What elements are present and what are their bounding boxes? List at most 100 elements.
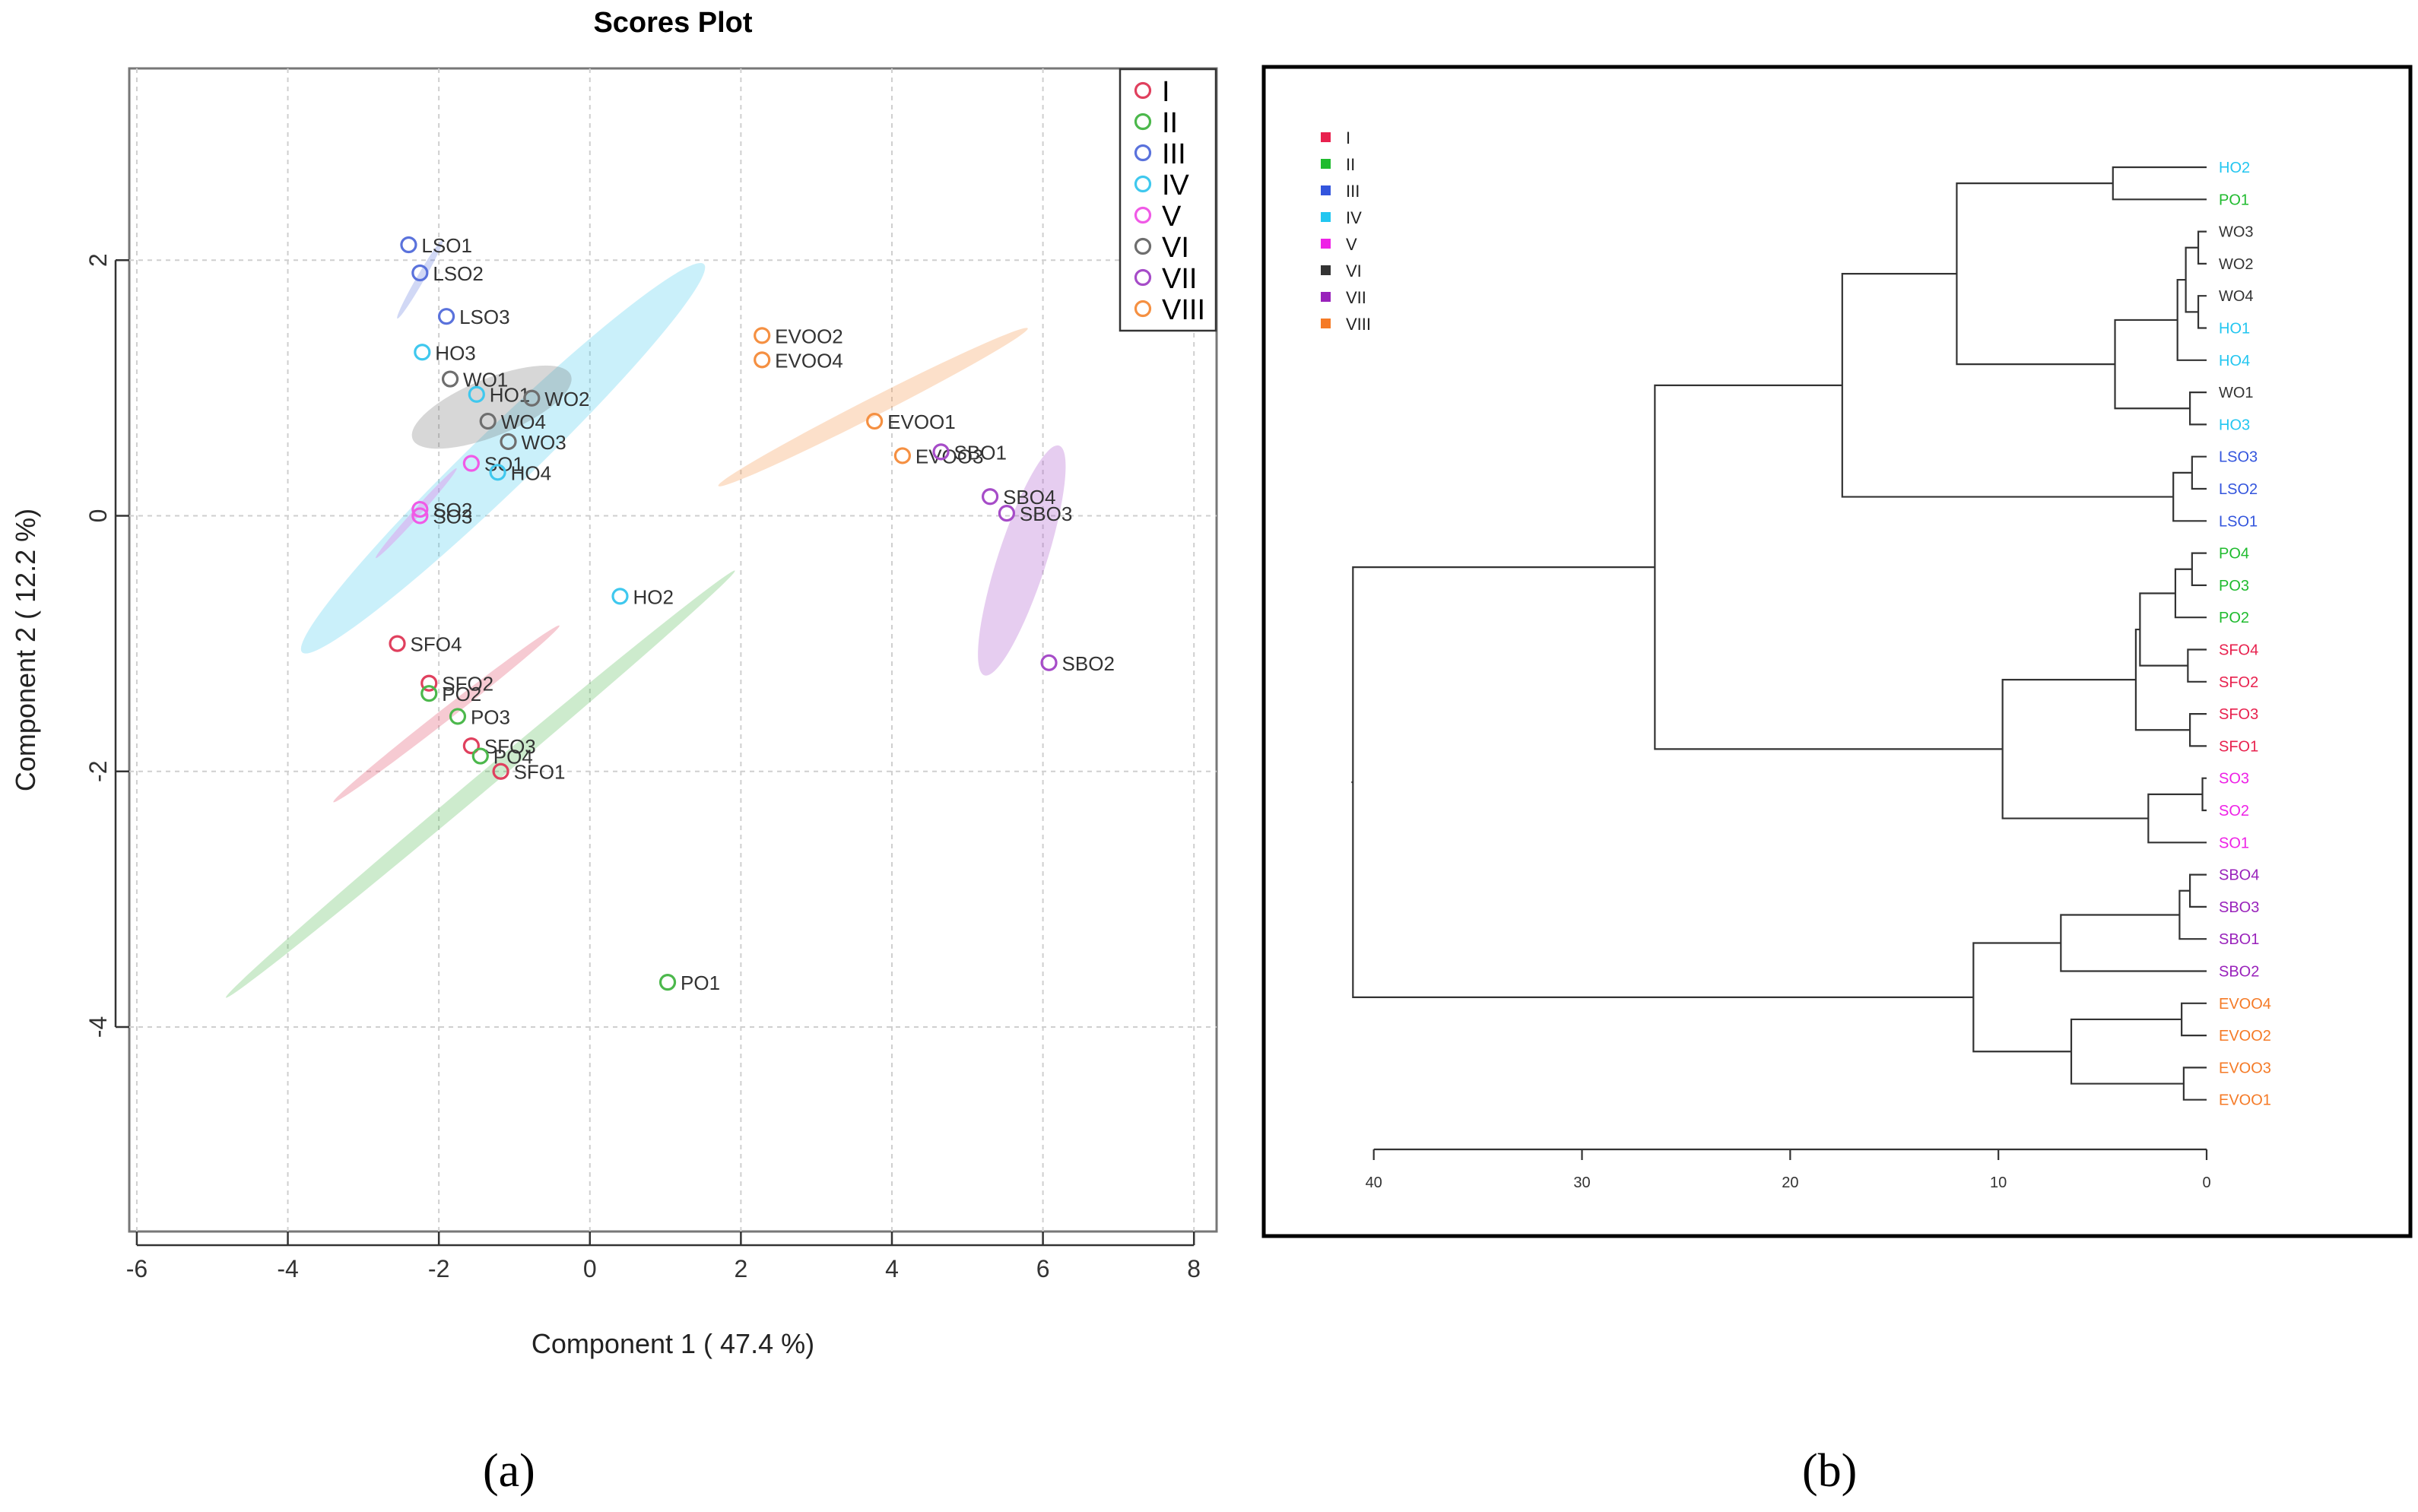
score-point-LSO1: LSO1 — [400, 234, 472, 257]
leaf-label-WO1: WO1 — [2219, 385, 2254, 401]
leaf-label-EVOO2: EVOO2 — [2219, 1028, 2271, 1044]
leaf-label-SBO1: SBO1 — [2219, 931, 2259, 948]
ellipse-group-V — [376, 468, 457, 559]
point-label: WO2 — [544, 388, 589, 410]
y-tick-label: -4 — [84, 1016, 112, 1038]
leaf-label-LSO2: LSO2 — [2219, 481, 2258, 498]
score-point-PO2: PO2 — [420, 683, 481, 705]
point-marker — [754, 327, 771, 344]
dendrogram-link — [2134, 628, 2191, 731]
dendrogram-link — [2197, 295, 2207, 329]
legend-entry-VI: VI — [1134, 232, 1189, 264]
scores-plot-grid — [129, 68, 1217, 1231]
leaf-label-HO2: HO2 — [2219, 160, 2250, 176]
point-label: WO3 — [522, 431, 566, 454]
dendrogram-distance-axis: 40 30 20 10 0 — [1366, 1148, 2211, 1191]
legend-square — [1321, 319, 1331, 328]
score-point-EVOO1: EVOO1 — [866, 410, 956, 433]
dendrogram-link — [2187, 648, 2207, 683]
dendro-legend-entry-I: I — [1321, 128, 1350, 147]
score-point-SO2: SO2 — [411, 499, 472, 521]
legend-marker — [1134, 144, 1152, 162]
ellipse-group-I — [333, 625, 560, 803]
leaf-label-WO3: WO3 — [2219, 224, 2254, 241]
leaf-label-SFO1: SFO1 — [2219, 738, 2258, 755]
leaf-label-PO4: PO4 — [2219, 546, 2249, 563]
leaf-label-SFO3: SFO3 — [2219, 706, 2258, 723]
point-label: SFO2 — [442, 673, 493, 696]
score-point-SFO3: SFO3 — [462, 735, 536, 758]
dendrogram-link — [2185, 246, 2199, 313]
ellipse-group-VIII — [718, 328, 1028, 487]
legend-label: II — [1346, 155, 1355, 174]
point-marker — [411, 264, 429, 282]
dendrogram-tree — [1351, 166, 2207, 1101]
legend-label: VI — [1346, 262, 1362, 281]
point-label: SBO4 — [1003, 486, 1055, 509]
x-axis-label: Component 1 ( 47.4 %) — [532, 1328, 814, 1359]
point-label: LSO3 — [459, 306, 510, 328]
leaf-label-SBO4: SBO4 — [2219, 867, 2259, 884]
panel-label-a: (a) — [483, 1445, 535, 1497]
legend-square — [1321, 239, 1331, 249]
ellipse-group-VII — [978, 445, 1066, 676]
point-label: PO1 — [681, 972, 720, 994]
dendrogram-link — [2114, 319, 2191, 410]
legend-label: I — [1162, 76, 1170, 108]
point-marker — [492, 762, 509, 780]
leaf-label-WO2: WO2 — [2219, 256, 2254, 273]
dendrogram-link — [2139, 592, 2188, 667]
leaf-label-PO3: PO3 — [2219, 578, 2249, 594]
point-marker — [611, 588, 629, 605]
leaf-label-PO2: PO2 — [2219, 610, 2249, 626]
leaf-label-SBO3: SBO3 — [2219, 899, 2259, 916]
distance-tick-label: 0 — [2202, 1174, 2210, 1191]
leaf-label-EVOO1: EVOO1 — [2219, 1092, 2271, 1109]
score-point-WO3: WO3 — [500, 431, 566, 454]
point-marker — [411, 507, 429, 525]
point-marker — [468, 385, 485, 403]
legend-entry-VII: VII — [1134, 263, 1197, 295]
point-label: EVOO1 — [887, 410, 956, 433]
point-marker — [420, 685, 438, 702]
point-marker — [489, 464, 506, 481]
legend-square — [1321, 132, 1331, 142]
score-point-LSO2: LSO2 — [411, 262, 484, 285]
x-tick-label: 4 — [885, 1255, 899, 1282]
leaf-label-SFO2: SFO2 — [2219, 674, 2258, 691]
scores-plot-title: Scores Plot — [593, 7, 752, 39]
point-label: HO3 — [435, 341, 475, 364]
dendrogram-link — [2174, 568, 2207, 619]
point-marker — [449, 708, 467, 725]
legend-label: II — [1162, 107, 1178, 139]
point-marker — [500, 433, 517, 451]
legend-marker — [1134, 268, 1152, 287]
legend-label: VIII — [1346, 315, 1371, 334]
score-point-EVOO2: EVOO2 — [754, 325, 843, 347]
score-point-PO3: PO3 — [449, 705, 510, 728]
dendro-legend-entry-VII: VII — [1321, 288, 1366, 307]
leaf-label-HO4: HO4 — [2219, 353, 2250, 369]
score-point-SBO4: SBO4 — [981, 486, 1055, 509]
panel-label-b: (b) — [1802, 1445, 1858, 1497]
legend-entry-V: V — [1134, 201, 1182, 233]
score-point-SFO4: SFO4 — [389, 633, 462, 656]
point-label: SO3 — [433, 505, 472, 528]
point-marker — [1040, 654, 1058, 671]
x-tick-label: -2 — [428, 1255, 449, 1282]
leaf-label-SO3: SO3 — [2219, 771, 2249, 788]
dendro-legend-entry-III: III — [1321, 182, 1360, 201]
point-marker — [479, 412, 497, 430]
legend-box — [1119, 68, 1217, 332]
point-marker — [893, 447, 911, 464]
point-label: LSO1 — [421, 234, 472, 257]
point-marker — [981, 488, 999, 506]
legend-square — [1321, 212, 1331, 222]
score-point-SFO1: SFO1 — [492, 761, 566, 784]
legend-label: I — [1346, 128, 1350, 147]
legend-square — [1321, 292, 1331, 302]
point-label: EVOO3 — [915, 445, 984, 468]
point-marker — [389, 635, 406, 652]
score-point-WO2: WO2 — [523, 388, 590, 410]
